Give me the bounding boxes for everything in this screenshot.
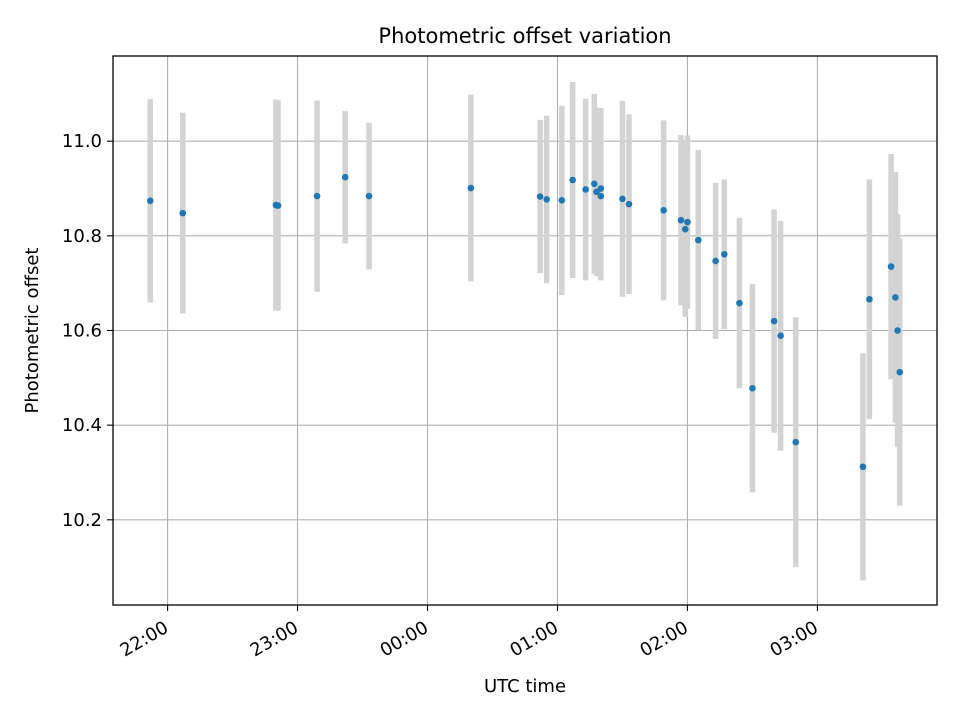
grid-lines	[113, 56, 937, 605]
data-point	[543, 196, 550, 203]
data-point	[341, 173, 349, 181]
data-point	[619, 195, 626, 203]
chart-title: Photometric offset variation	[378, 24, 671, 48]
data-point	[866, 295, 873, 303]
y-tick-label: 10.6	[62, 321, 102, 342]
data-point	[777, 332, 784, 340]
data-point	[894, 327, 901, 334]
y-axis-title: Photometric offset	[22, 248, 43, 414]
data-point	[365, 192, 373, 200]
x-axis-title: UTC time	[484, 676, 566, 697]
data-point	[536, 193, 544, 200]
y-tick-label: 10.8	[62, 226, 102, 247]
data-point	[681, 225, 689, 233]
data-point	[660, 206, 667, 214]
data-point	[179, 209, 187, 217]
data-point	[467, 184, 475, 192]
data-points	[146, 173, 904, 471]
data-point	[146, 197, 154, 205]
data-point	[569, 176, 576, 184]
data-point	[736, 299, 743, 307]
data-point	[582, 186, 589, 193]
data-point	[677, 216, 685, 224]
data-point	[712, 257, 719, 265]
data-point	[792, 438, 800, 446]
data-point	[892, 294, 899, 301]
y-tick-label: 10.2	[62, 510, 102, 531]
data-point	[896, 368, 904, 376]
data-point	[684, 218, 691, 226]
data-point	[720, 251, 728, 258]
y-tick-label: 11.0	[62, 131, 102, 152]
data-point	[313, 192, 321, 200]
data-point	[749, 384, 756, 392]
data-point	[625, 200, 633, 208]
y-tick-label: 10.4	[62, 415, 102, 436]
data-point	[597, 192, 605, 200]
data-point	[859, 463, 867, 471]
data-point	[694, 236, 702, 244]
data-point	[274, 202, 282, 209]
data-point	[597, 185, 605, 192]
data-point	[558, 197, 566, 204]
data-point	[770, 317, 778, 325]
data-point	[591, 180, 598, 188]
data-point	[887, 263, 895, 270]
